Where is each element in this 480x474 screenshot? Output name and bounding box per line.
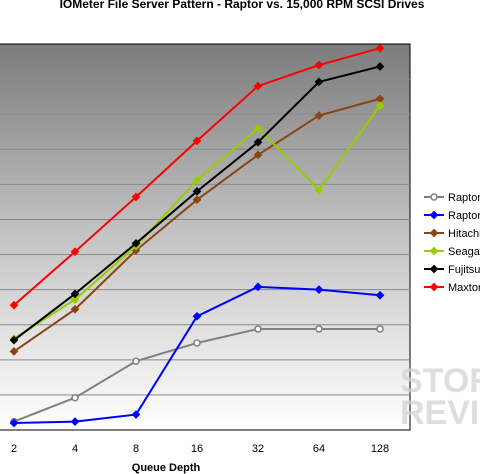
data-point xyxy=(314,185,324,195)
legend-item: Fujitsu xyxy=(424,264,480,276)
data-point xyxy=(192,136,202,146)
legend-label: Seagate xyxy=(448,246,480,258)
legend-item: Raptor xyxy=(424,210,480,222)
data-point xyxy=(375,290,385,300)
legend-item: Raptor xyxy=(424,192,480,204)
data-point xyxy=(253,123,263,133)
data-point xyxy=(70,417,80,426)
data-point xyxy=(253,81,263,91)
chart-title: IOMeter File Server Pattern - Raptor vs.… xyxy=(60,0,425,11)
data-point xyxy=(314,60,324,70)
data-point xyxy=(9,300,19,310)
x-tick-label: 16 xyxy=(191,443,203,455)
data-point xyxy=(253,137,263,147)
gridlines xyxy=(0,78,410,396)
data-point xyxy=(253,282,263,292)
x-tick-label: 2 xyxy=(11,443,17,455)
legend-label: Raptor xyxy=(448,210,480,222)
data-point xyxy=(375,43,385,53)
data-point xyxy=(429,264,439,274)
data-point xyxy=(314,111,324,120)
data-point xyxy=(375,62,385,71)
data-point xyxy=(375,101,385,111)
x-tick-label: 128 xyxy=(371,443,389,455)
data-point xyxy=(430,193,438,201)
x-tick-label: 4 xyxy=(72,443,78,455)
data-point xyxy=(71,393,79,402)
data-point xyxy=(9,418,19,428)
data-point xyxy=(70,289,80,299)
data-point xyxy=(192,195,202,205)
data-point xyxy=(192,311,202,321)
legend-item: Seagate xyxy=(424,246,480,258)
data-point xyxy=(131,238,141,248)
x-tick-label: 32 xyxy=(252,443,264,455)
data-point xyxy=(131,192,141,202)
plot-area xyxy=(0,43,411,431)
series-5-fujitsu xyxy=(9,62,385,345)
data-point xyxy=(429,246,439,256)
watermark-line2: REVIEW xyxy=(400,394,480,432)
x-tick-label: 8 xyxy=(133,443,139,455)
data-point xyxy=(253,150,263,160)
legend-label: Maxtor xyxy=(448,282,480,294)
series-6-maxtor xyxy=(9,43,385,310)
data-point xyxy=(429,228,439,238)
data-point xyxy=(254,325,262,333)
series-1-raptor xyxy=(10,325,384,426)
data-point xyxy=(314,77,324,87)
data-point xyxy=(9,335,19,345)
data-point xyxy=(193,339,201,347)
legend: Raptor Raptor Hitachi Seagate Fujitsu Maxtor xyxy=(424,192,480,294)
data-point xyxy=(192,187,202,196)
data-point xyxy=(429,282,439,292)
legend-label: Fujitsu xyxy=(448,264,480,276)
x-tick-label: 64 xyxy=(313,443,325,455)
data-point xyxy=(131,410,141,419)
legend-label: Hitachi xyxy=(448,228,480,240)
data-point xyxy=(132,357,140,365)
legend-item: Hitachi xyxy=(424,228,480,240)
data-point xyxy=(429,210,439,220)
data-point xyxy=(9,347,19,356)
legend-item: Maxtor xyxy=(424,282,480,294)
data-point xyxy=(314,285,324,295)
data-point xyxy=(192,175,202,185)
series-group xyxy=(9,43,385,428)
legend-label: Raptor xyxy=(448,192,480,204)
x-tick-labels: 1248163264128 xyxy=(11,443,389,455)
data-point xyxy=(315,325,323,333)
series-2-raptor xyxy=(9,282,385,428)
data-point xyxy=(70,295,80,304)
data-point xyxy=(70,247,80,257)
data-point xyxy=(376,325,384,333)
data-point xyxy=(70,304,80,314)
x-axis-label: Queue Depth xyxy=(132,462,201,474)
